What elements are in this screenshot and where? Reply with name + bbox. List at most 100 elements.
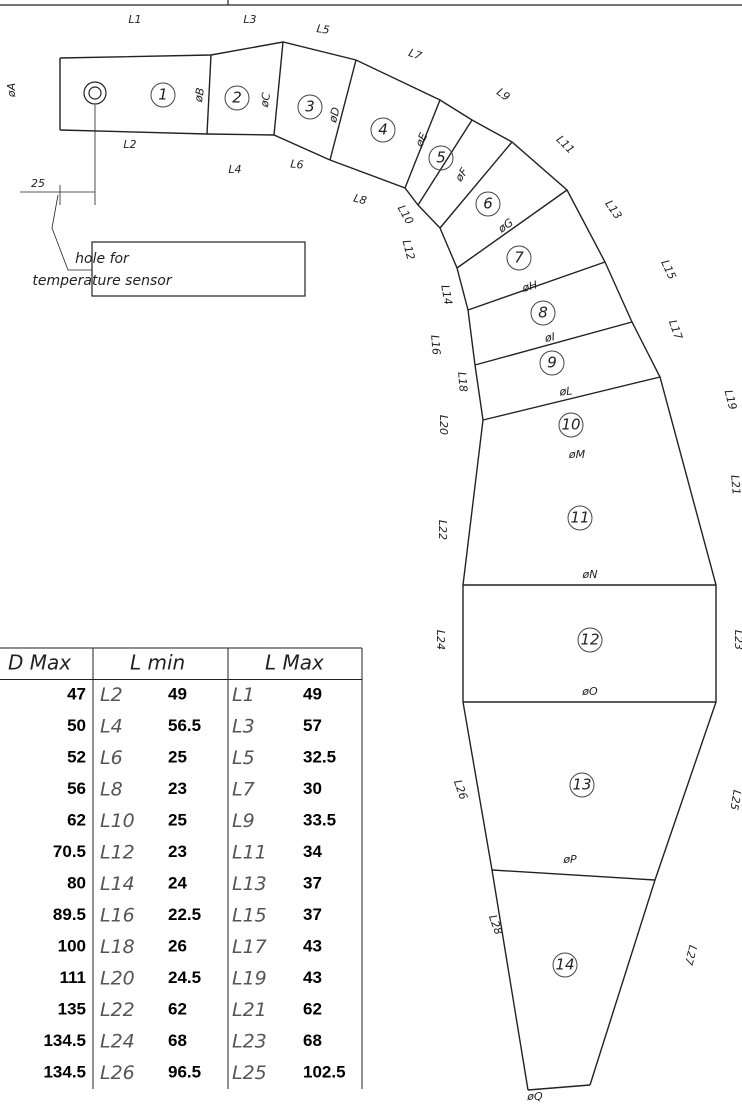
table-cell: 49 (168, 685, 187, 704)
table-cell: L14 (100, 873, 135, 895)
table-cell: 47 (67, 685, 86, 704)
table-cell: 135 (58, 1000, 86, 1019)
table-cell: 102.5 (303, 1063, 346, 1082)
table-cell: 34 (303, 842, 322, 861)
table-cell: L2 (100, 684, 123, 706)
segment-number: 7 (514, 249, 524, 267)
segment-number: 2 (232, 89, 242, 107)
diameter-label: øQ (526, 1090, 543, 1103)
segment-number: 6 (483, 195, 493, 213)
diameter-label: øO (581, 685, 598, 698)
table-cell: 57 (303, 716, 322, 735)
table-cell: L23 (232, 1030, 267, 1052)
table-cell: 68 (303, 1031, 322, 1050)
length-label: L5 (316, 22, 331, 37)
segment-number: 13 (572, 776, 591, 794)
table-cell: L16 (100, 904, 135, 926)
note-line: hole for (75, 251, 130, 267)
length-label: L10 (395, 203, 416, 227)
table-cell: 30 (303, 779, 322, 798)
table-cell: L7 (232, 778, 255, 800)
table-cell: 23 (168, 779, 187, 798)
diameter-label: øA (5, 83, 18, 98)
table-cell: 37 (303, 905, 322, 924)
table-cell: 24.5 (168, 968, 201, 987)
table-cell: L15 (232, 904, 267, 926)
table-cell: 56 (67, 779, 86, 798)
diameter-label: øL (558, 384, 573, 398)
length-label: L15 (658, 258, 678, 282)
table-cell: 23 (168, 842, 187, 861)
table-cell: 70.5 (53, 842, 86, 861)
diameter-label: øI (543, 330, 556, 345)
length-label: L3 (243, 13, 256, 26)
table-cell: L19 (232, 967, 267, 989)
segment-number: 3 (305, 98, 315, 116)
table-cell: 43 (303, 937, 322, 956)
segment-number: 1 (158, 86, 168, 104)
segment-number: 9 (547, 354, 557, 372)
table-cell: 24 (168, 874, 187, 893)
length-label: L17 (666, 318, 685, 341)
length-label: L7 (407, 46, 424, 63)
segment-number: 4 (378, 121, 388, 139)
length-label: L2 (123, 138, 136, 151)
diameter-label: øE (412, 131, 430, 150)
segment-number: 5 (436, 149, 446, 167)
table-cell: 96.5 (168, 1063, 201, 1082)
table-cell: 62 (67, 811, 86, 830)
table-cell: 134.5 (43, 1031, 86, 1050)
length-label: L11 (554, 133, 577, 156)
length-label: L27 (682, 944, 700, 967)
table-cell: 134.5 (43, 1063, 86, 1082)
note-line: temperature sensor (32, 273, 172, 289)
segment-number: 8 (538, 304, 548, 322)
table-cell: L25 (232, 1062, 267, 1084)
diameter-label: øC (258, 91, 274, 109)
table-cell: 89.5 (53, 905, 86, 924)
table-cell: L22 (100, 999, 135, 1021)
table-cell: L21 (232, 999, 267, 1021)
offset-label: 25 (31, 177, 45, 190)
segment-number: 14 (555, 956, 574, 974)
diameter-label: øN (582, 568, 598, 581)
table-cell: 80 (67, 874, 86, 893)
segment-number: 10 (561, 416, 580, 434)
diameter-label: øH (520, 278, 539, 295)
table-cell: 43 (303, 968, 322, 987)
table-cell: L6 (100, 747, 123, 769)
table-cell: L24 (100, 1030, 135, 1052)
length-label: L8 (352, 192, 368, 208)
table-cell: L3 (232, 715, 255, 737)
length-label: L28 (486, 913, 505, 936)
drawing-page: D MaxL minL Max47L249L14950L456.5L35752L… (0, 0, 742, 1106)
table-cell: 37 (303, 874, 322, 893)
table-cell: L10 (100, 810, 135, 832)
diameter-label: øB (192, 87, 207, 104)
length-label: L18 (455, 371, 470, 392)
length-label: L21 (728, 474, 742, 495)
table-cell: 25 (168, 748, 187, 767)
table-cell: L5 (232, 747, 255, 769)
table-cell: 25 (168, 811, 187, 830)
table-cell: 52 (67, 748, 86, 767)
table-cell: L20 (100, 967, 135, 989)
table-header: D Max (8, 650, 71, 674)
length-label: L6 (290, 157, 304, 171)
length-label: L20 (437, 415, 450, 435)
section-line (440, 142, 512, 228)
section-line (274, 42, 283, 135)
table-cell: L17 (232, 936, 267, 958)
section-line (492, 870, 655, 880)
table-header: L Max (265, 650, 324, 674)
section-line (483, 377, 660, 420)
length-label: L1 (128, 13, 141, 26)
outline (60, 42, 716, 1090)
table-cell: 56.5 (168, 716, 201, 735)
table-cell: 68 (168, 1031, 187, 1050)
length-label: L24 (434, 630, 447, 650)
table-cell: L26 (100, 1062, 135, 1084)
table-cell: 49 (303, 685, 322, 704)
length-label: L22 (436, 520, 449, 540)
